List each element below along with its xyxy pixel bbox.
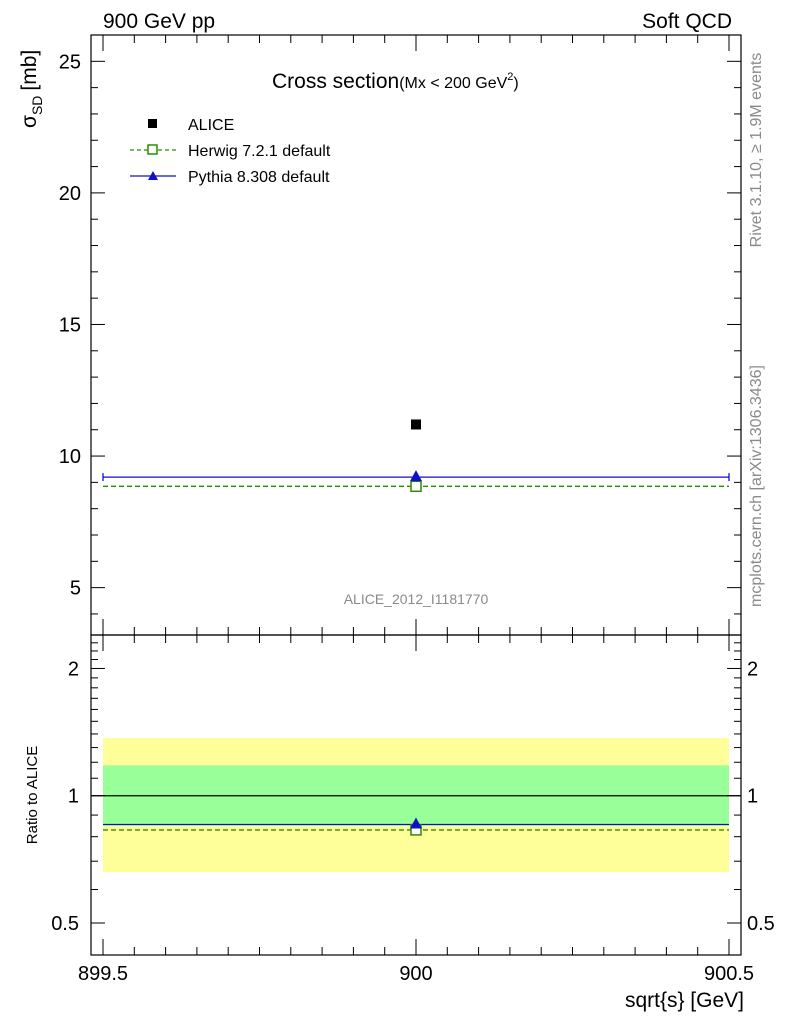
legend-pythia-label: Pythia 8.308 default	[188, 169, 330, 186]
main-ytick-label: 25	[59, 51, 81, 73]
main-ytick-label: 20	[59, 183, 81, 205]
main-ytick-label: 10	[59, 446, 81, 468]
chart-title: Cross section(Mx < 200 GeV2)	[272, 70, 519, 93]
axes: 5 10 15 20 25 0.5 0.5 1 1 2 2 899.5 900 900.5	[51, 34, 775, 985]
main-ylabel: σSD [mb]	[18, 50, 45, 128]
xtick-label: 899.5	[78, 963, 128, 985]
legend-pythia-marker	[148, 171, 158, 180]
main-ytick-label: 5	[70, 578, 81, 600]
legend-alice-marker	[148, 119, 157, 128]
ratio-ytick-label: 0.5	[51, 913, 79, 935]
main-ylabel-sigma: σ	[18, 115, 41, 128]
main-plot	[102, 419, 730, 493]
mcplots-label: mcplots.cern.ch [arXiv:1306.3436]	[748, 365, 765, 607]
main-ytick-label: 15	[59, 314, 81, 336]
rivet-label: Rivet 3.1.10, ≥ 1.9M events	[748, 53, 765, 248]
analysis-watermark: ALICE_2012_I1181770	[344, 591, 489, 607]
ratio-ytick-label-right: 2	[747, 658, 758, 680]
ratio-ytick-label-right: 0.5	[747, 913, 775, 935]
header-right: Soft QCD	[642, 10, 732, 33]
chart-title-sub: (Mx < 200 GeV	[399, 75, 507, 92]
chart-title-main: Cross section	[272, 70, 399, 93]
ratio-ytick-label: 1	[68, 786, 79, 808]
legend: ALICE Herwig 7.2.1 default Pythia 8.308 …	[130, 117, 331, 186]
ratio-ylabel: Ratio to ALICE	[24, 746, 41, 844]
ratio-ytick-label: 2	[68, 658, 79, 680]
header-left: 900 GeV pp	[103, 10, 215, 33]
xtick-label: 900	[399, 963, 432, 985]
herwig-point	[410, 480, 422, 493]
ratio-pythia-point	[410, 817, 422, 829]
chart-title-close: )	[513, 75, 518, 92]
ratio-ytick-label-right: 1	[747, 786, 758, 808]
xtick-label: 900.5	[704, 963, 754, 985]
alice-point	[411, 419, 421, 430]
legend-herwig-marker	[147, 144, 158, 155]
chart-title-sup: 2	[507, 71, 513, 83]
main-ylabel-unit: [mb]	[18, 50, 41, 91]
ratio-bands	[91, 737, 741, 873]
legend-herwig-label: Herwig 7.2.1 default	[188, 143, 331, 160]
x-axis-title: sqrt{s} [GeV]	[625, 989, 744, 1012]
legend-alice-label: ALICE	[188, 117, 234, 134]
main-ylabel-sub: SD	[29, 96, 45, 115]
pythia-point	[410, 470, 422, 482]
ratio-plot	[103, 817, 729, 836]
